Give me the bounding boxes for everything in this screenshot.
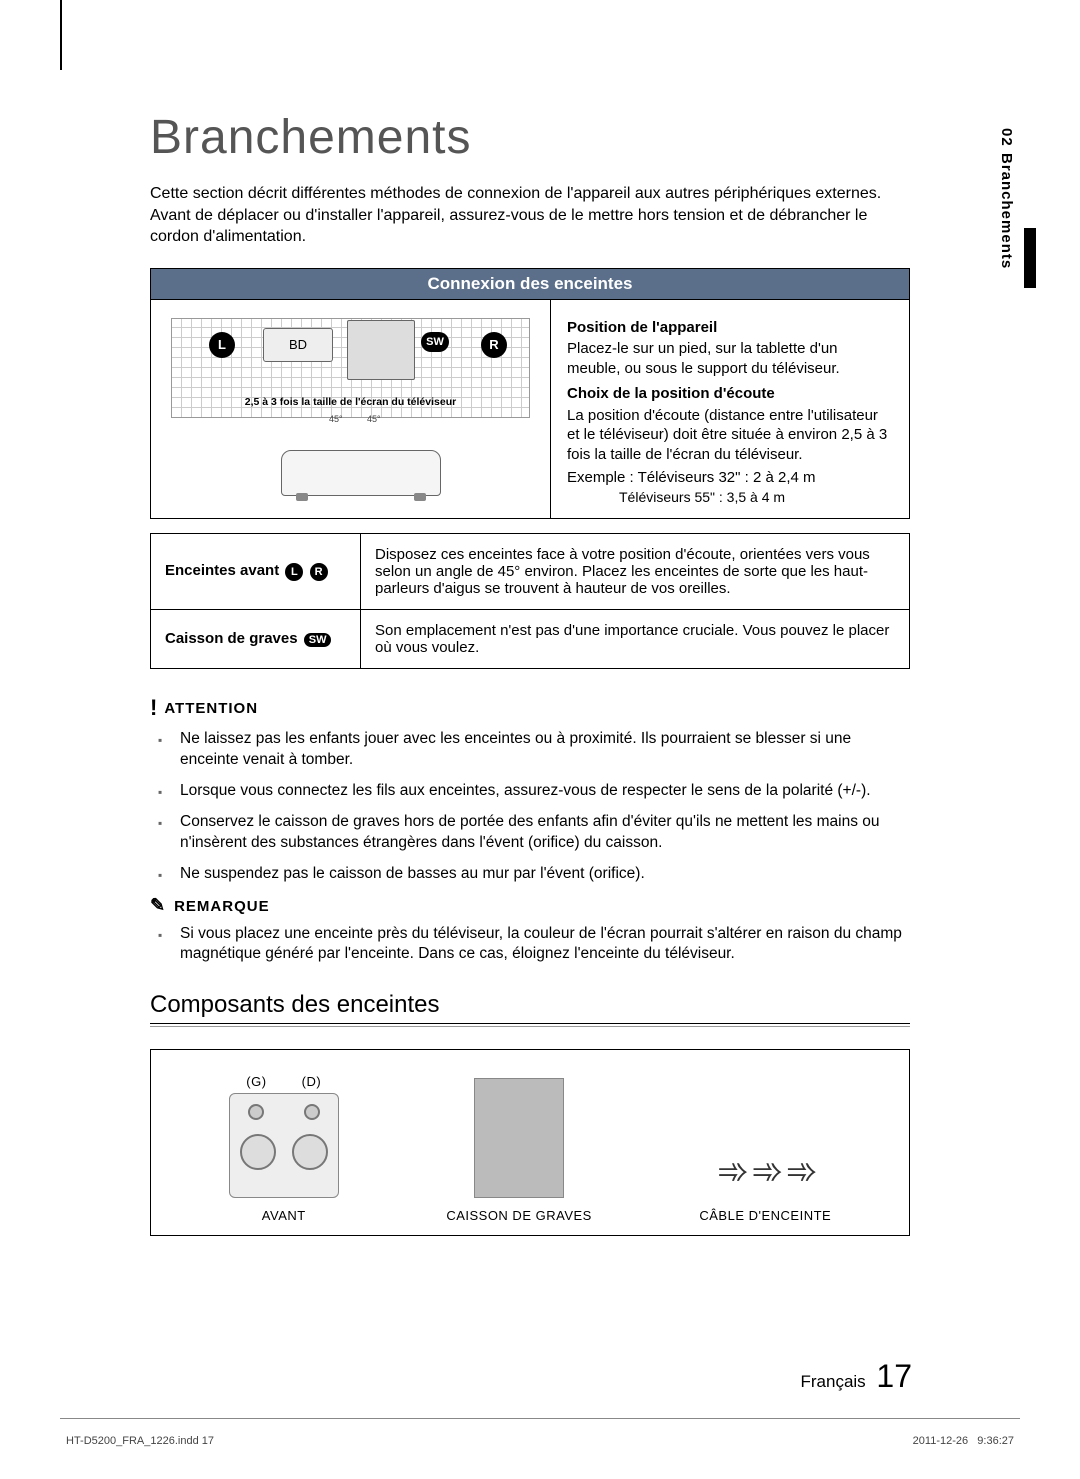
speaker-l-icon: L	[209, 332, 235, 358]
sub-label: CAISSON DE GRAVES	[446, 1208, 592, 1223]
intro-paragraph: Cette section décrit différentes méthode…	[150, 183, 910, 248]
crop-tick	[60, 0, 62, 70]
table-row: Enceintes avant L R Disposez ces enceint…	[151, 533, 910, 609]
diagram-caption: 2,5 à 3 fois la taille de l'écran du tél…	[161, 396, 540, 408]
remark-head-text: REMARQUE	[174, 898, 270, 915]
speaker-r-icon: R	[481, 332, 507, 358]
crop-line	[60, 1418, 1020, 1419]
front-d-label: (D)	[302, 1074, 322, 1089]
list-item: Lorsque vous connectez les fils aux ence…	[180, 781, 910, 802]
content-area: Branchements Cette section décrit différ…	[150, 30, 910, 1236]
side-tab-chapter-num: 02	[998, 128, 1015, 147]
side-tab: 02 Branchements	[998, 128, 1024, 578]
attention-head-text: ATTENTION	[164, 700, 258, 717]
front-speakers-icon	[229, 1093, 339, 1198]
remark-heading: ✎ REMARQUE	[150, 895, 910, 916]
speaker-table: Enceintes avant L R Disposez ces enceint…	[150, 533, 910, 669]
row2-label-cell: Caisson de graves SW	[151, 609, 361, 668]
components-box: (G) (D) AVANT CAISSON DE GRAVES ➾ ➾ ➾ CÂ…	[150, 1049, 910, 1236]
note-icon: ✎	[150, 895, 166, 915]
front-label: AVANT	[229, 1208, 339, 1223]
meta-datetime: 2011-12-26 9:36:27	[913, 1435, 1014, 1447]
example-line2: Téléviseurs 55" : 3,5 à 4 m	[619, 488, 893, 506]
remark-list: Si vous placez une enceinte près du télé…	[150, 924, 910, 966]
speaker-sw-icon: SW	[421, 332, 449, 352]
cable-icon: ➾ ➾ ➾	[699, 1149, 831, 1194]
row1-label: Enceintes avant	[165, 562, 279, 579]
position-heading: Position de l'appareil	[567, 318, 893, 338]
meta-date: 2011-12-26	[913, 1435, 968, 1447]
list-item: Conservez le caisson de graves hors de p…	[180, 812, 910, 854]
row1-body: Disposez ces enceintes face à votre posi…	[361, 533, 910, 609]
rule	[150, 1023, 910, 1024]
meta-time: 9:36:27	[977, 1435, 1014, 1447]
components-title: Composants des enceintes	[150, 991, 910, 1019]
side-tab-chapter-name: Branchements	[998, 153, 1015, 269]
rule-light	[150, 1026, 910, 1027]
list-item: Si vous placez une enceinte près du télé…	[180, 924, 910, 966]
table-row: Caisson de graves SW Son emplacement n'e…	[151, 609, 910, 668]
listen-body: La position d'écoute (distance entre l'u…	[567, 406, 893, 465]
angle-left: 45°	[329, 414, 343, 424]
subwoofer-box	[347, 320, 415, 380]
component-front: (G) (D) AVANT	[229, 1074, 339, 1223]
sw-icon: SW	[304, 633, 332, 647]
connection-box: L BD SW R 2,5 à 3 fois la taille de l'éc…	[150, 299, 910, 519]
connection-text: Position de l'appareil Placez-le sur un …	[551, 300, 909, 518]
listen-heading: Choix de la position d'écoute	[567, 384, 893, 404]
list-item: Ne suspendez pas le caisson de basses au…	[180, 864, 910, 885]
attention-list: Ne laissez pas les enfants jouer avec le…	[150, 729, 910, 885]
angle-right: 45°	[367, 414, 381, 424]
footer-page: 17	[876, 1358, 912, 1394]
component-subwoofer: CAISSON DE GRAVES	[446, 1078, 592, 1223]
section-bar: Connexion des enceintes	[150, 268, 910, 299]
attention-block: ! ATTENTION Ne laissez pas les enfants jo…	[150, 695, 910, 965]
manual-page: 02 Branchements Branchements Cette secti…	[0, 0, 1080, 1479]
side-tab-black	[1024, 228, 1036, 288]
r-icon: R	[310, 563, 328, 581]
meta-file: HT-D5200_FRA_1226.indd 17	[66, 1435, 214, 1447]
sofa-icon	[281, 450, 441, 496]
bd-box: BD	[263, 328, 333, 362]
row2-body: Son emplacement n'est pas d'une importan…	[361, 609, 910, 668]
attention-heading: ! ATTENTION	[150, 695, 910, 721]
row2-label: Caisson de graves	[165, 630, 298, 647]
page-title: Branchements	[150, 110, 910, 165]
component-cable: ➾ ➾ ➾ CÂBLE D'ENCEINTE	[699, 1149, 831, 1223]
row1-label-cell: Enceintes avant L R	[151, 533, 361, 609]
subwoofer-icon	[474, 1078, 564, 1198]
list-item: Ne laissez pas les enfants jouer avec le…	[180, 729, 910, 771]
exclamation-icon: !	[150, 695, 158, 720]
example-line1: Exemple : Téléviseurs 32" : 2 à 2,4 m	[567, 468, 893, 488]
footer-lang: Français	[800, 1372, 865, 1391]
l-icon: L	[285, 563, 303, 581]
connection-diagram: L BD SW R 2,5 à 3 fois la taille de l'éc…	[151, 300, 551, 518]
page-footer: Français 17	[800, 1358, 912, 1395]
position-body: Placez-le sur un pied, sur la tablette d…	[567, 339, 893, 378]
cable-label: CÂBLE D'ENCEINTE	[699, 1208, 831, 1223]
front-g-label: (G)	[246, 1074, 266, 1089]
